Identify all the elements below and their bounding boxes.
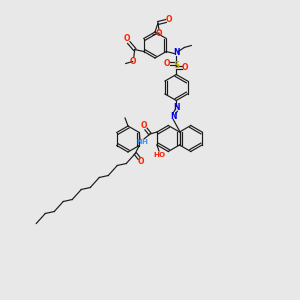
Text: N: N bbox=[173, 48, 179, 57]
Text: O: O bbox=[130, 57, 136, 66]
Text: O: O bbox=[138, 157, 145, 166]
Text: O: O bbox=[124, 34, 130, 43]
Text: O: O bbox=[156, 28, 162, 38]
Text: S: S bbox=[173, 61, 179, 70]
Text: NH: NH bbox=[136, 139, 148, 145]
Text: O: O bbox=[166, 16, 172, 25]
Text: N: N bbox=[173, 103, 179, 112]
Text: O: O bbox=[141, 122, 147, 130]
Text: O: O bbox=[182, 63, 188, 72]
Text: N: N bbox=[170, 112, 176, 121]
Text: O: O bbox=[164, 59, 170, 68]
Text: HO: HO bbox=[153, 152, 165, 158]
